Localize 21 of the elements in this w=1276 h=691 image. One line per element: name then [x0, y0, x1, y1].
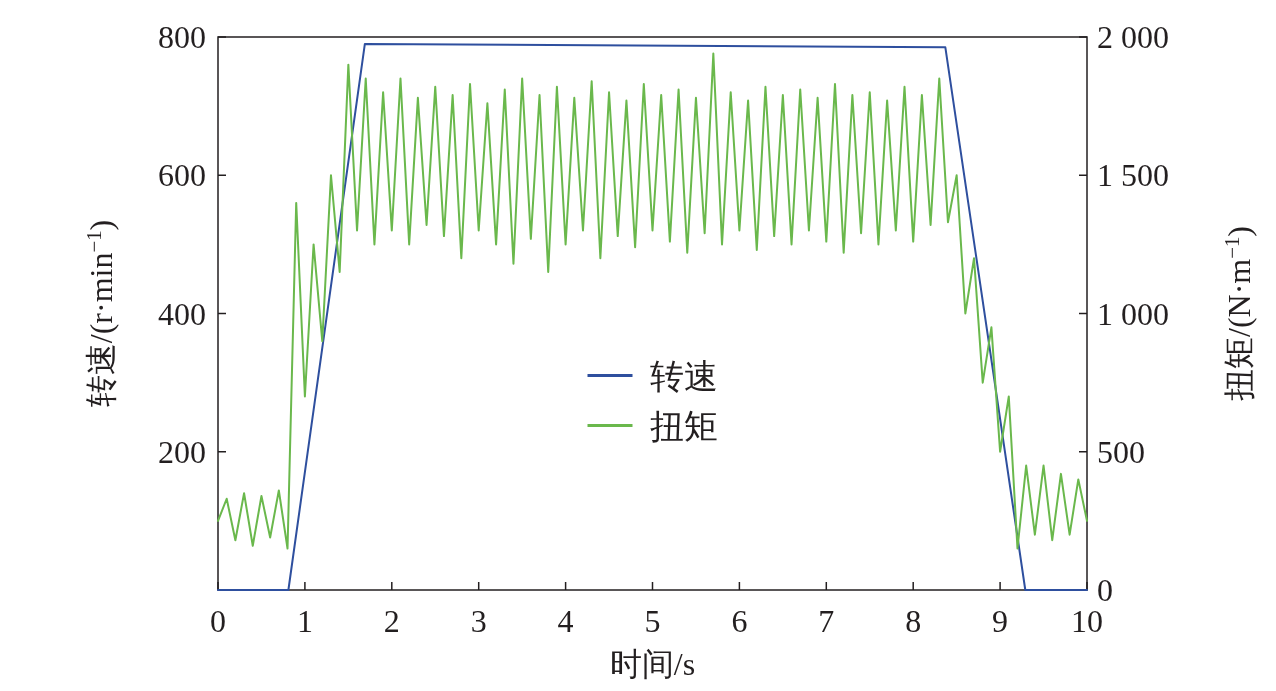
- x-tick-label: 5: [644, 603, 661, 639]
- x-tick-label: 9: [992, 603, 1009, 639]
- x-tick-label: 3: [470, 603, 487, 639]
- legend-label: 转速: [649, 357, 718, 395]
- x-tick-label: 1: [296, 603, 313, 639]
- y-tick-label: 200: [158, 433, 206, 470]
- x-tick-label: 4: [557, 603, 574, 639]
- legend-label: 扭矩: [649, 407, 718, 445]
- x-axis-title: 时间/s: [609, 646, 696, 682]
- y2-tick-label: 2 000: [1097, 19, 1169, 55]
- x-tick-label: 6: [731, 603, 748, 639]
- x-tick-label: 0: [210, 603, 226, 639]
- x-tick-label: 8: [905, 603, 922, 639]
- x-tick-label: 7: [818, 603, 835, 639]
- y-tick-label: 400: [158, 295, 206, 332]
- y2-tick-label: 1 000: [1097, 295, 1169, 332]
- x-tick-label: 2: [383, 603, 400, 639]
- y2-tick-label: 1 500: [1097, 157, 1169, 194]
- y2-tick-label: 500: [1097, 433, 1145, 470]
- y-tick-label: 800: [158, 19, 206, 55]
- y-tick-label: 600: [158, 157, 206, 194]
